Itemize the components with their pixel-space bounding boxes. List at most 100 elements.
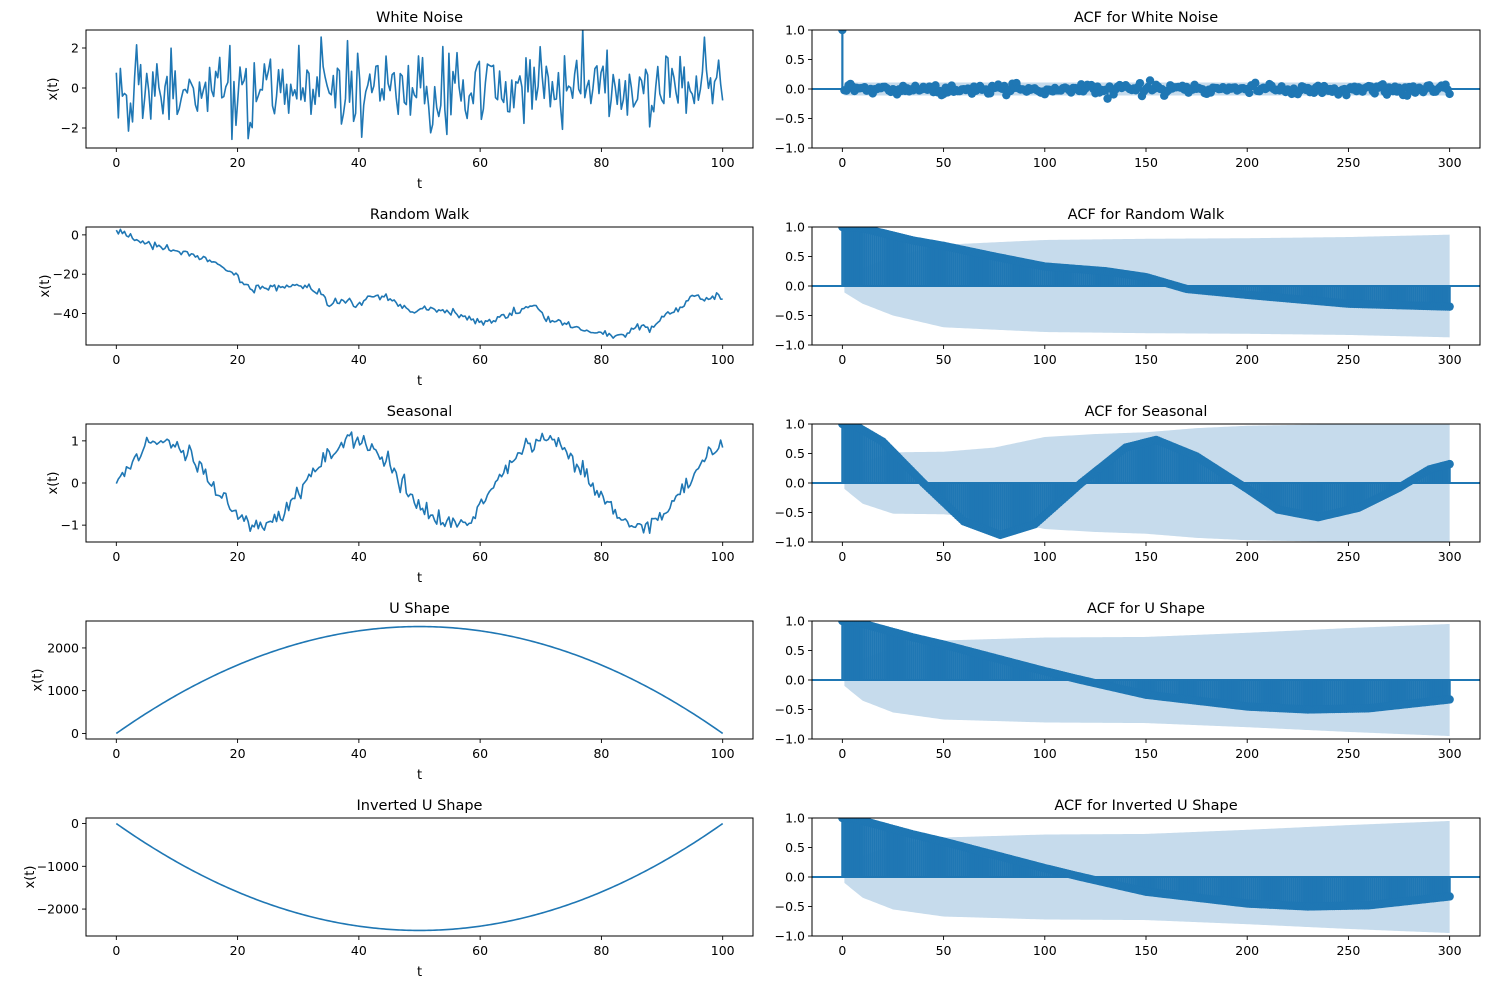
x-tick-label: 200: [1235, 549, 1259, 564]
axes-frame: [811, 226, 1481, 346]
x-tick-label: 20: [230, 549, 246, 564]
y-tick-label: 0.0: [785, 870, 805, 885]
subplot-9: ACF for Inverted U Shape 0 50 100 150 200 250 3…: [775, 798, 1481, 958]
y-tick-label: −0.5: [775, 308, 805, 323]
x-tick-label: 20: [230, 746, 246, 761]
axes-frame: [85, 817, 754, 937]
chart-title: White Noise: [376, 10, 463, 26]
y-tick-label: 0.0: [785, 279, 805, 294]
acf-markers: [838, 424, 1454, 540]
plot-area: [812, 424, 1480, 542]
y-axis-label: x(t): [46, 472, 61, 495]
subplot-4: Inverted U Shape 0 20 40 60 80 100 −2000 −1000 0 t…: [23, 798, 754, 980]
x-tick-label: 250: [1336, 943, 1360, 958]
x-tick-label: 100: [711, 549, 735, 564]
x-tick-label: 150: [1134, 155, 1158, 170]
x-tick-label: 200: [1235, 746, 1259, 761]
x-tick-label: 200: [1235, 943, 1259, 958]
axes-frame: [85, 620, 754, 740]
x-tick-label: 100: [1033, 352, 1057, 367]
y-tick-label: 0.0: [785, 82, 805, 97]
x-tick-label: 40: [351, 943, 367, 958]
chart-title: Seasonal: [387, 404, 453, 420]
axes-frame: [811, 29, 1481, 149]
x-tick-label: 100: [711, 155, 735, 170]
series-line: [115, 30, 724, 141]
x-tick-label: 40: [351, 155, 367, 170]
acf-marker: [1145, 76, 1155, 85]
chart-title: Random Walk: [370, 207, 470, 223]
x-tick-label: 250: [1336, 155, 1360, 170]
acf-marker: [1245, 88, 1254, 98]
plot-area: [812, 621, 1480, 737]
x-tick-label: 0: [838, 549, 846, 564]
x-tick-label: 300: [1438, 352, 1462, 367]
axes-frame: [811, 423, 1481, 543]
acf-marker: [838, 30, 847, 35]
acf-markers: [838, 621, 1454, 714]
y-tick-label: −1.0: [775, 929, 805, 944]
y-tick-label: −2: [61, 121, 79, 136]
y-tick-label: 2000: [47, 640, 79, 655]
series-line: [115, 822, 724, 932]
x-axis-label: t: [417, 768, 422, 783]
y-tick-label: −1.0: [775, 338, 805, 353]
x-tick-label: 100: [1033, 155, 1057, 170]
y-tick-label: 1.0: [785, 811, 805, 826]
x-tick-label: 40: [351, 352, 367, 367]
plot-area: [812, 227, 1480, 338]
y-tick-label: −1.0: [775, 141, 805, 156]
y-tick-label: −0.5: [775, 702, 805, 717]
y-tick-label: 1000: [47, 683, 79, 698]
acf-marker: [1445, 89, 1454, 99]
y-tick-label: −0.5: [775, 899, 805, 914]
y-tick-label: −1.0: [775, 732, 805, 747]
acf-markers: [838, 818, 1454, 911]
x-tick-label: 100: [1033, 943, 1057, 958]
y-tick-label: −1000: [37, 859, 79, 874]
chart-title: ACF for Random Walk: [1068, 207, 1225, 223]
y-axis-label: x(t): [46, 78, 61, 101]
x-tick-label: 100: [1033, 746, 1057, 761]
y-tick-label: 2: [71, 41, 79, 56]
x-tick-label: 100: [711, 746, 735, 761]
y-axis-label: x(t): [38, 275, 53, 298]
subplot-2: Seasonal 0 20 40 60 80 100 −1 0 1 t x(t): [46, 404, 754, 586]
x-tick-label: 200: [1235, 155, 1259, 170]
acf-marker: [1445, 695, 1454, 704]
x-tick-label: 250: [1336, 549, 1360, 564]
chart-title: ACF for Inverted U Shape: [1054, 798, 1237, 814]
x-tick-label: 300: [1438, 746, 1462, 761]
x-tick-label: 60: [472, 549, 488, 564]
acf-marker: [1135, 78, 1145, 88]
x-tick-label: 0: [112, 549, 120, 564]
chart-title: Inverted U Shape: [357, 798, 483, 814]
x-tick-label: 0: [112, 746, 120, 761]
y-tick-label: −2000: [37, 902, 79, 917]
plot-area: [115, 30, 724, 141]
x-tick-label: 80: [593, 943, 609, 958]
x-tick-label: 100: [711, 352, 735, 367]
x-tick-label: 100: [1033, 549, 1057, 564]
acf-markers: [838, 30, 1454, 103]
acf-marker: [1103, 94, 1112, 103]
x-tick-label: 40: [351, 746, 367, 761]
series-line: [115, 228, 723, 339]
y-tick-label: 0: [71, 227, 79, 242]
x-tick-label: 60: [472, 352, 488, 367]
x-tick-label: 150: [1134, 943, 1158, 958]
y-tick-label: −1: [61, 518, 79, 533]
x-tick-label: 20: [230, 352, 246, 367]
y-tick-label: 1.0: [785, 23, 805, 38]
y-tick-label: 1.0: [785, 614, 805, 629]
axes-frame: [85, 423, 754, 543]
x-tick-label: 40: [351, 549, 367, 564]
x-tick-label: 150: [1134, 746, 1158, 761]
x-tick-label: 50: [936, 746, 952, 761]
x-tick-label: 20: [230, 943, 246, 958]
x-tick-label: 250: [1336, 352, 1360, 367]
x-tick-label: 0: [112, 943, 120, 958]
plot-area: [115, 822, 724, 932]
